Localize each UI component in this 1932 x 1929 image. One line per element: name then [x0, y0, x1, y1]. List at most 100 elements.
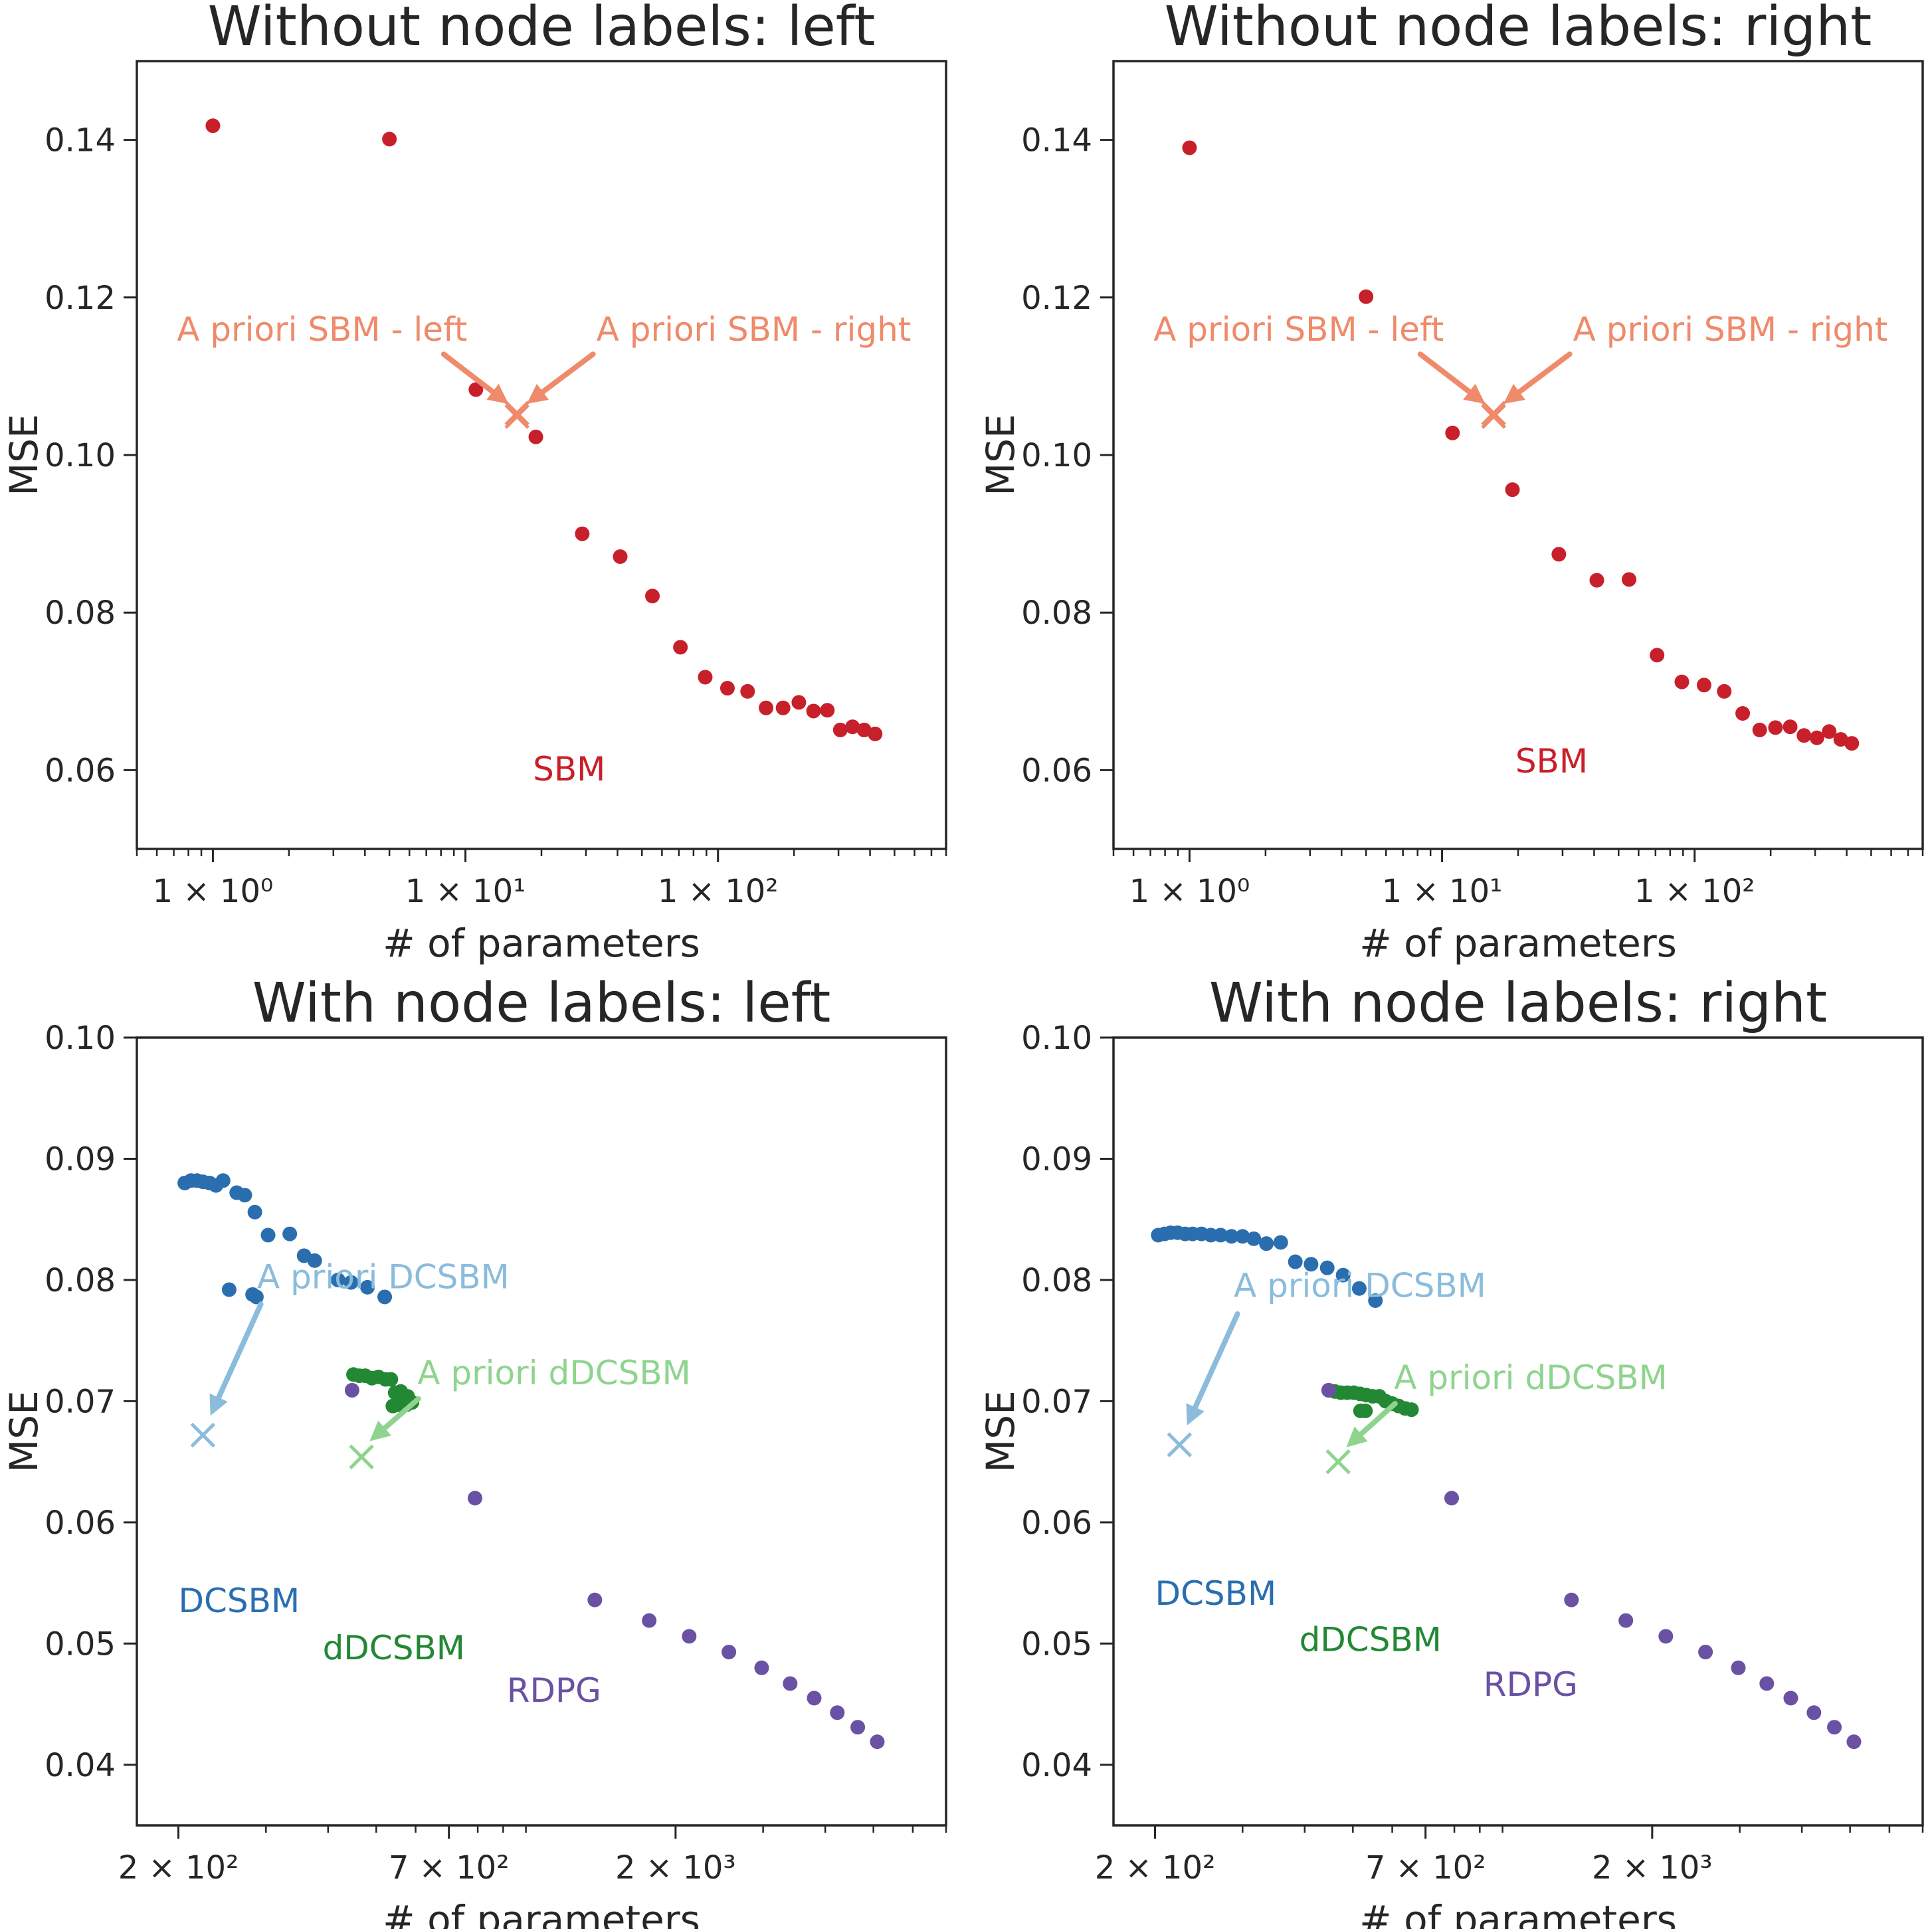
- rdpg-point: [1759, 1676, 1775, 1691]
- sbm-point: [759, 700, 774, 715]
- sbm-point: [1752, 722, 1767, 737]
- rdpg-point: [1444, 1491, 1459, 1506]
- sbm-point: [820, 703, 835, 718]
- a-priori-ddcsbm-arrow: [1346, 1401, 1398, 1447]
- x-tick-label: 1 × 10²: [658, 873, 779, 910]
- chart-title: With node labels: right: [1209, 972, 1827, 1035]
- sbm-point: [868, 726, 883, 741]
- dcsbm-point: [260, 1228, 276, 1243]
- rdpg-point: [344, 1382, 359, 1398]
- dcsbm-point: [1259, 1236, 1274, 1251]
- a-priori-sbm-left-label: A priori SBM - left: [177, 310, 467, 349]
- rdpg-point: [1698, 1645, 1713, 1660]
- a-priori-ddcsbm-label: A priori dDCSBM: [417, 1354, 691, 1392]
- x-axis-label: # of parameters: [383, 1897, 700, 1929]
- x-axis-label: # of parameters: [1359, 921, 1677, 966]
- sbm-point: [1505, 482, 1520, 498]
- sbm-point: [1182, 140, 1197, 155]
- sbm-point: [775, 700, 791, 715]
- apriori-x-marker: [190, 1422, 216, 1448]
- x-tick-label: 1 × 10¹: [1382, 873, 1503, 910]
- y-tick-label: 0.06: [45, 752, 116, 789]
- dcsbm-point: [1273, 1235, 1288, 1250]
- panel-3: With node labels: left # of parameters MSE…: [1, 972, 947, 1929]
- x-tick-label: 1 × 10²: [1634, 873, 1755, 910]
- x-tick-label: 7 × 10²: [1365, 1849, 1486, 1886]
- sbm-point: [468, 382, 484, 397]
- y-tick-label: 0.12: [45, 280, 116, 317]
- a-priori-dcsbm-label: A priori DCSBM: [257, 1258, 510, 1297]
- a-priori-dcsbm-label: A priori DCSBM: [1234, 1266, 1486, 1305]
- sbm-point: [1445, 425, 1460, 440]
- dcsbm-point: [307, 1253, 322, 1268]
- apriori-x-marker: [349, 1444, 374, 1470]
- sbm-point: [1796, 728, 1812, 743]
- a-priori-sbm-right-arrow: [526, 351, 596, 404]
- plot-frame: [1112, 1036, 1924, 1827]
- y-tick-label: 0.08: [1021, 595, 1092, 632]
- sbm-point: [1768, 720, 1783, 735]
- a-priori-sbm-left-arrow: [1417, 351, 1486, 404]
- y-axis-label: MSE: [978, 1390, 1023, 1473]
- apriori-x-marker: [1481, 401, 1506, 426]
- y-tick-label: 0.09: [45, 1141, 116, 1178]
- y-tick-label: 0.10: [1021, 1020, 1092, 1057]
- sbm-point: [382, 132, 397, 147]
- plot-frame: [136, 1036, 947, 1827]
- dcsbm-point: [221, 1282, 237, 1297]
- sbm-point: [1589, 573, 1604, 588]
- sbm-point: [720, 681, 735, 696]
- y-tick-label: 0.04: [45, 1747, 116, 1784]
- rdpg-point: [722, 1645, 737, 1660]
- y-tick-label: 0.05: [1021, 1625, 1092, 1663]
- x-tick-label: 1 × 10⁰: [1129, 873, 1250, 910]
- rdpg-point: [587, 1592, 603, 1608]
- y-tick-label: 0.06: [45, 1505, 116, 1542]
- rdpg-point: [1658, 1629, 1674, 1644]
- sbm-point: [1696, 678, 1711, 693]
- y-axis-label: MSE: [1, 414, 47, 496]
- dcsbm-point: [1246, 1231, 1262, 1246]
- y-tick-label: 0.07: [1021, 1383, 1092, 1420]
- sbm-point: [698, 670, 713, 685]
- dcsbm-point: [282, 1226, 298, 1241]
- apriori-x-marker: [504, 404, 530, 429]
- chart-title: With node labels: left: [252, 972, 831, 1035]
- sbm-point: [575, 526, 590, 541]
- panel-1: Without node labels: left # of parameters…: [1, 0, 947, 966]
- apriori-x-marker: [1481, 404, 1506, 429]
- dcsbm-point: [330, 1272, 345, 1287]
- y-tick-label: 0.07: [45, 1383, 116, 1420]
- rdpg-point: [830, 1705, 845, 1720]
- dcsbm-point: [1224, 1229, 1239, 1244]
- dcsbm-label: DCSBM: [1155, 1574, 1277, 1613]
- plot-frame: [136, 60, 947, 850]
- a-priori-dcsbm-arrow: [209, 1301, 264, 1416]
- sbm-point: [1622, 572, 1637, 587]
- a-priori-dcsbm-arrow: [1186, 1311, 1240, 1425]
- a-priori-sbm-right-label: A priori SBM - right: [1573, 310, 1888, 349]
- x-axis-label: # of parameters: [383, 921, 700, 966]
- rdpg-point: [1564, 1592, 1579, 1608]
- y-tick-label: 0.04: [1021, 1747, 1092, 1784]
- dcsbm-point: [377, 1289, 393, 1305]
- sbm-point: [1809, 730, 1824, 745]
- sbm-point: [791, 695, 807, 710]
- rdpg-label: RDPG: [507, 1671, 601, 1710]
- rdpg-point: [783, 1676, 798, 1691]
- rdpg-point: [1321, 1382, 1336, 1398]
- panel-4: With node labels: right # of parameters MS…: [978, 972, 1924, 1929]
- sbm-point: [832, 722, 848, 737]
- y-tick-label: 0.12: [1021, 280, 1092, 317]
- a-priori-sbm-right-arrow: [1503, 351, 1573, 404]
- x-tick-label: 2 × 10²: [118, 1849, 239, 1886]
- y-tick-label: 0.09: [1021, 1141, 1092, 1178]
- dcsbm-point: [1213, 1228, 1228, 1243]
- y-tick-label: 0.10: [45, 437, 116, 474]
- sbm-point: [1674, 674, 1690, 689]
- y-tick-label: 0.06: [1021, 1505, 1092, 1542]
- sbm-point: [1783, 719, 1798, 735]
- dcsbm-point: [1319, 1260, 1335, 1275]
- panel-2: Without node labels: right # of parameter…: [978, 0, 1924, 966]
